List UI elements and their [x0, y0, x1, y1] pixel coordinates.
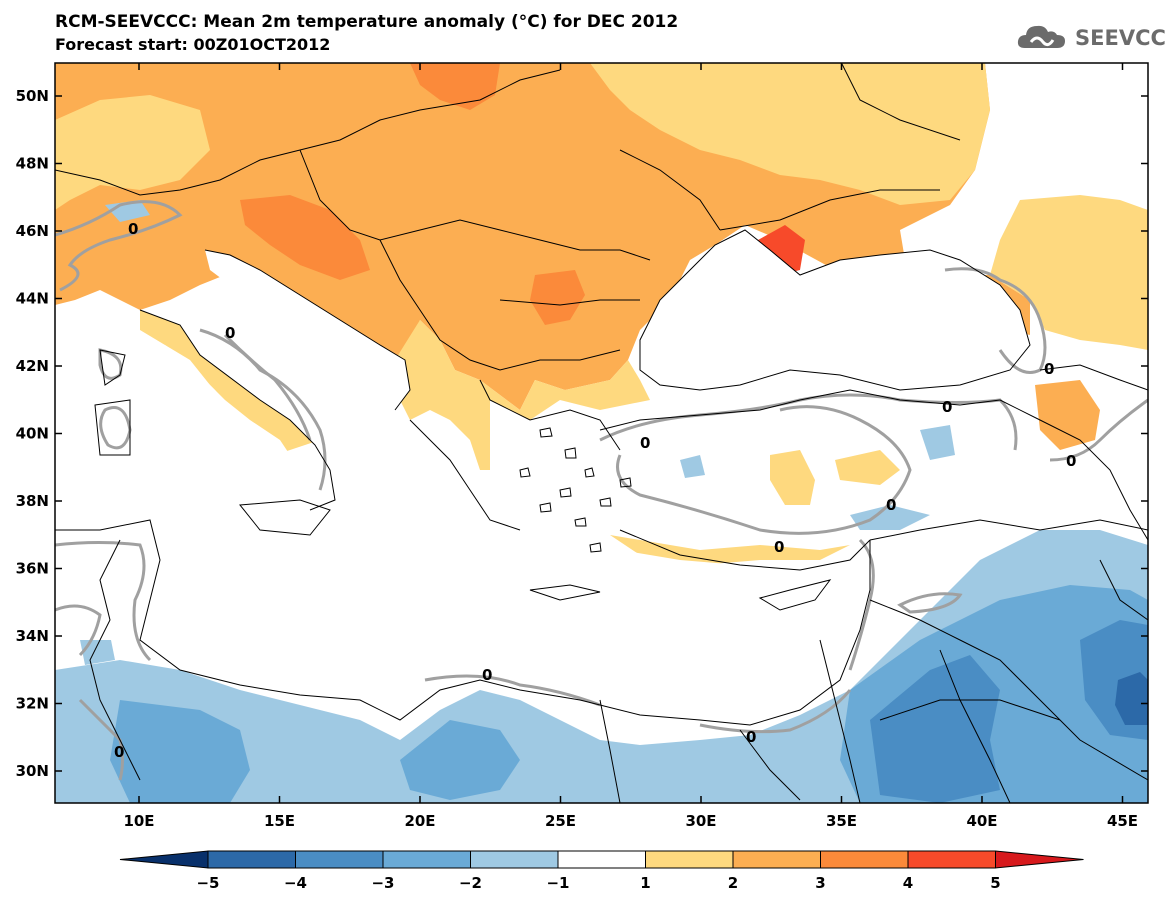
warm-core-alps	[240, 195, 370, 280]
lon-label: 35E	[826, 812, 857, 830]
lon-label: 30E	[685, 812, 716, 830]
colorbar-swatch	[645, 850, 734, 869]
cool-patch-alps	[105, 200, 150, 222]
lat-label: 38N	[16, 492, 49, 510]
mediterranean-sea	[55, 440, 870, 720]
colorbar-swatch	[207, 850, 296, 869]
lon-label: 15E	[264, 812, 295, 830]
cool-region-2-libya	[400, 720, 520, 800]
colorbar-swatch	[557, 850, 646, 869]
contour-label: 0	[1044, 360, 1054, 378]
lat-label: 42N	[16, 357, 49, 375]
cool-region-3-arabia	[870, 655, 1000, 803]
aegean-sea	[490, 400, 620, 530]
cool-patch-anatolia-3	[850, 505, 930, 530]
lat-label: 30N	[16, 762, 49, 780]
warm-core-north	[410, 63, 500, 110]
colorbar-tick-label: 2	[728, 874, 738, 892]
warm-patch-east	[1035, 380, 1100, 450]
colorbar-tick-label: 4	[903, 874, 913, 892]
warm-region-1-balkans	[395, 320, 650, 470]
seevccc-logo: SEEVCCC	[1015, 20, 1165, 56]
cool-patch-anatolia-1	[680, 455, 705, 478]
black-sea	[640, 230, 1030, 390]
lat-label: 48N	[16, 155, 49, 173]
lon-label: 45E	[1107, 812, 1138, 830]
adriatic-sea	[205, 250, 410, 410]
warm-core-romania	[530, 270, 585, 325]
latitude-axis: 50N 48N 46N 44N 42N 40N 38N 36N 34N 32N 30N	[16, 87, 1148, 780]
warm-region-1-north	[590, 63, 990, 205]
colorbar-swatch	[820, 850, 909, 869]
lat-label: 32N	[16, 695, 49, 713]
contour-label: 0	[886, 496, 896, 514]
colorbar-arrow-high	[995, 850, 1084, 869]
colorbar-tick-label: 3	[815, 874, 825, 892]
lat-label: 46N	[16, 222, 49, 240]
contour-label: 0	[482, 666, 492, 684]
warm-region-1-italy	[140, 310, 335, 510]
tyrrhenian-sea	[120, 340, 300, 500]
colorbar-tick-label: 5	[990, 874, 1000, 892]
lon-label: 10E	[123, 812, 154, 830]
warm-region-1-caucasus	[990, 195, 1148, 350]
colorbar-tick-label: −1	[546, 874, 569, 892]
longitude-axis: 10E 15E 20E 25E 30E 35E 40E 45E	[123, 63, 1138, 830]
contour-label: 0	[640, 434, 650, 452]
lat-label: 34N	[16, 627, 49, 645]
cool-region-4-core	[1115, 672, 1148, 725]
colorbar-tick-label: −2	[459, 874, 482, 892]
contour-labels: 0 0 0 0 0 0 0 0 0 0 0	[114, 220, 1076, 761]
contour-label: 0	[225, 324, 235, 342]
contour-label: 0	[942, 398, 952, 416]
lon-label: 20E	[404, 812, 435, 830]
colorbar-swatch	[907, 850, 996, 869]
colorbar-tick-label: 1	[640, 874, 650, 892]
warm-patch-coast-south	[610, 535, 850, 565]
forecast-start-label: Forecast start: 00Z01OCT2012	[55, 35, 331, 54]
cool-patch-anatolia-2	[920, 425, 955, 460]
contour-label: 0	[746, 728, 756, 746]
colorbar-swatch	[382, 850, 471, 869]
aegean-islands	[519, 427, 632, 553]
lat-label: 36N	[16, 560, 49, 578]
logo-text: SEEVCCC	[1075, 26, 1165, 50]
colorbar-swatch	[732, 850, 821, 869]
lon-label: 25E	[545, 812, 576, 830]
colorbar-arrow-low	[119, 850, 209, 869]
colorbar-tick-label: −3	[371, 874, 394, 892]
warm-core-crimea	[758, 225, 805, 275]
lat-label: 50N	[16, 87, 49, 105]
colorbar-tick-label: −4	[284, 874, 307, 892]
warm-patch-anatolia-2	[835, 450, 900, 485]
colorbar: −5 −4 −3 −2 −1 1 2 3 4 5	[119, 850, 1084, 892]
colorbar-swatch	[470, 850, 559, 869]
lat-label: 44N	[16, 290, 49, 308]
cool-region-2-africa-west	[110, 700, 250, 803]
cloud-icon	[1017, 25, 1065, 48]
map-title: RCM-SEEVCCC: Mean 2m temperature anomaly…	[55, 12, 679, 32]
warm-region-1-west	[55, 95, 210, 210]
contour-label: 0	[1066, 452, 1076, 470]
contour-label: 0	[114, 743, 124, 761]
contour-label: 0	[128, 220, 138, 238]
lon-label: 40E	[966, 812, 997, 830]
colorbar-swatch	[295, 850, 384, 869]
lat-label: 40N	[16, 425, 49, 443]
contour-label: 0	[774, 538, 784, 556]
coastlines-and-borders	[55, 63, 1148, 803]
warm-patch-anatolia-1	[770, 450, 815, 505]
anomaly-field	[55, 63, 1148, 803]
colorbar-tick-label: −5	[196, 874, 219, 892]
